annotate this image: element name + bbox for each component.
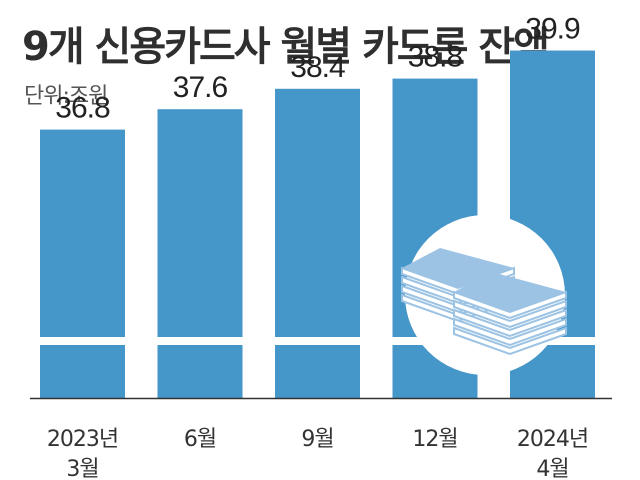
value-label: 36.8	[55, 92, 110, 125]
bar-2	[275, 88, 360, 399]
axis-break-band	[510, 337, 595, 345]
x-tick-label: 9월	[301, 427, 333, 452]
money-stack-layer	[453, 308, 567, 338]
x-tick-label: 12월	[412, 427, 457, 452]
axis-break-band	[275, 337, 360, 345]
money-stack-icon	[401, 215, 567, 375]
x-tick-label: 2024년	[517, 427, 588, 452]
money-stack-layer	[453, 317, 567, 347]
money-stack-top	[454, 272, 566, 312]
money-stack-layer	[453, 299, 567, 329]
x-tick-label: 4월	[536, 457, 568, 480]
bar-0	[40, 129, 125, 398]
x-tick-label: 2023년	[47, 427, 118, 452]
value-label: 39.9	[525, 13, 580, 46]
value-label: 37.6	[173, 71, 228, 104]
axis-break-band	[157, 337, 243, 345]
unit-label: 단위:조원	[24, 84, 108, 109]
bar-1	[157, 109, 243, 398]
x-tick-label: 3월	[66, 457, 98, 480]
money-stack-layer	[453, 326, 567, 356]
chart-title: 9개 신용카드사 월별 카드론 잔액	[22, 24, 550, 70]
axis-break-band	[40, 337, 125, 345]
value-label: 38.4	[290, 51, 345, 84]
x-tick-label: 6월	[184, 427, 216, 452]
value-label: 38.8	[408, 41, 463, 74]
